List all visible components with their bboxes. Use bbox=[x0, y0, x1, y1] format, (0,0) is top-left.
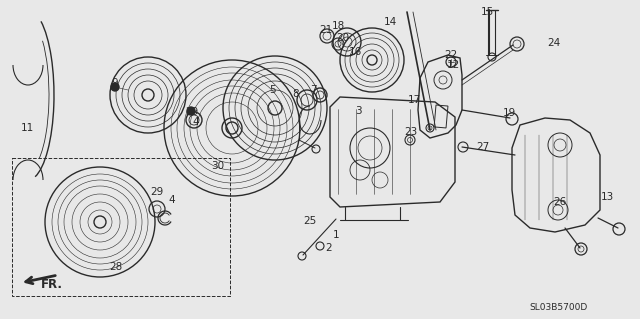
Text: 14: 14 bbox=[383, 17, 397, 27]
Text: 1: 1 bbox=[333, 230, 339, 240]
Circle shape bbox=[187, 107, 195, 115]
Text: 30: 30 bbox=[211, 161, 225, 171]
Text: 4: 4 bbox=[169, 195, 175, 205]
Text: 2: 2 bbox=[326, 243, 332, 253]
Text: 4: 4 bbox=[193, 117, 199, 127]
Text: 15: 15 bbox=[481, 7, 493, 17]
Text: 9: 9 bbox=[112, 78, 118, 88]
Text: 29: 29 bbox=[150, 187, 164, 197]
Text: 24: 24 bbox=[547, 38, 561, 48]
Text: 26: 26 bbox=[554, 197, 566, 207]
Text: 29: 29 bbox=[186, 107, 198, 117]
Circle shape bbox=[111, 83, 119, 91]
Text: 21: 21 bbox=[319, 25, 333, 35]
Text: 28: 28 bbox=[109, 262, 123, 272]
Text: 23: 23 bbox=[404, 127, 418, 137]
Text: 5: 5 bbox=[269, 85, 275, 95]
Bar bbox=[434, 105, 448, 128]
Text: 25: 25 bbox=[303, 216, 317, 226]
Text: FR.: FR. bbox=[41, 278, 63, 292]
Text: 19: 19 bbox=[502, 108, 516, 118]
Text: 3: 3 bbox=[355, 106, 362, 116]
Text: 12: 12 bbox=[446, 60, 460, 70]
Text: 16: 16 bbox=[348, 47, 362, 57]
Text: 27: 27 bbox=[476, 142, 490, 152]
Text: 8: 8 bbox=[292, 89, 300, 99]
Text: 18: 18 bbox=[332, 21, 344, 31]
Text: 7: 7 bbox=[310, 85, 316, 95]
Text: 13: 13 bbox=[600, 192, 614, 202]
Text: 22: 22 bbox=[444, 50, 458, 60]
Text: 20: 20 bbox=[337, 33, 349, 43]
Text: 11: 11 bbox=[20, 123, 34, 133]
Text: SL03B5700D: SL03B5700D bbox=[529, 303, 587, 313]
Bar bbox=[12, 158, 230, 296]
Text: 17: 17 bbox=[408, 95, 420, 105]
